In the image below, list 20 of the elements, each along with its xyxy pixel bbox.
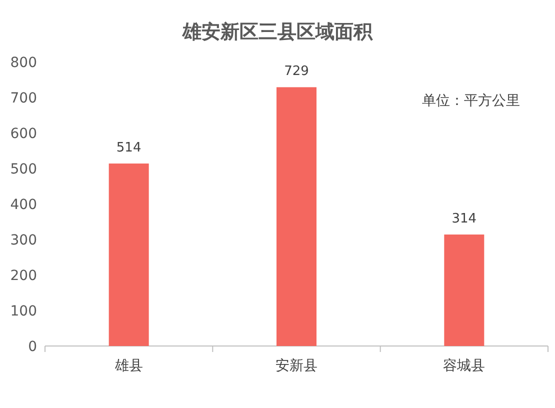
x-tick-label: 容城县 [443,358,486,374]
y-tick-label: 600 [10,126,37,142]
bar [444,234,484,346]
x-tick-label: 雄县 [114,358,143,374]
annotation: 单位：平方公里 [422,93,520,109]
data-label: 514 [116,140,142,156]
y-tick-label: 300 [10,232,37,248]
data-label: 729 [284,64,309,80]
x-tick-label: 安新县 [276,358,318,374]
y-tick-label: 400 [10,197,37,213]
y-tick-label: 700 [10,90,37,106]
y-tick-label: 0 [28,339,37,355]
y-tick-label: 100 [10,304,37,320]
y-tick-label: 500 [10,162,37,178]
data-label: 314 [452,212,477,227]
bar [276,87,316,346]
y-tick-label: 800 [10,55,37,71]
chart-title: 雄安新区三县区域面积 [182,21,374,43]
y-tick-label: 200 [10,268,37,284]
bar [108,164,149,346]
